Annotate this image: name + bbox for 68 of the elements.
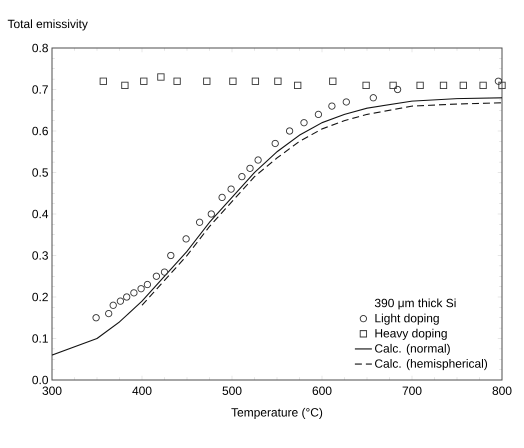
y-tick-label: 0.8 (32, 44, 48, 52)
point (246, 164, 254, 172)
y-tick-label: 0.1 (32, 334, 48, 343)
point (196, 218, 204, 226)
point (252, 78, 260, 85)
point (173, 78, 181, 85)
x-axis-title: Temperature (°C) (231, 408, 322, 419)
point (494, 78, 502, 85)
point (167, 252, 174, 260)
point (160, 268, 168, 276)
point (328, 102, 336, 110)
point (182, 235, 190, 243)
legend-label: Calc. (normal) (375, 344, 450, 356)
legend-label: Light doping (375, 314, 439, 325)
point (498, 82, 506, 89)
point (254, 156, 262, 164)
point (227, 185, 235, 193)
point (105, 310, 112, 318)
y-tick-label: 0.6 (32, 126, 48, 136)
point (394, 86, 402, 94)
point (300, 119, 308, 126)
point (130, 289, 138, 296)
point (389, 82, 397, 89)
point (286, 127, 294, 135)
point (274, 78, 282, 85)
point (440, 82, 448, 89)
point (110, 302, 117, 309)
y-tick-label: 0.4 (32, 210, 48, 218)
y-tick-label: 0.3 (32, 251, 48, 260)
point (416, 82, 424, 89)
point (229, 78, 237, 85)
point (218, 194, 226, 202)
legend-title: 390 μm thick Si (374, 298, 456, 310)
y-tick-label: 0.2 (32, 292, 48, 302)
y-axis-title: Total emissivity (8, 19, 88, 30)
point (208, 210, 215, 218)
point (314, 110, 322, 118)
x-tick-label: 500 (222, 386, 242, 395)
point (116, 298, 124, 305)
point (362, 82, 370, 89)
x-tick-label: 600 (312, 386, 332, 395)
x-tick-label: 300 (42, 386, 62, 395)
point (157, 73, 165, 81)
y-tick-label: 0.0 (32, 376, 48, 384)
point (294, 82, 302, 89)
point (203, 78, 210, 85)
y-tick-label: 0.5 (32, 168, 48, 177)
point (272, 140, 279, 148)
point (479, 82, 487, 89)
point (152, 272, 160, 280)
point (137, 285, 145, 292)
point (144, 280, 152, 288)
legend-label: Calc. (hemispherical) (375, 359, 488, 370)
point (140, 78, 148, 85)
point (370, 94, 377, 102)
point (100, 78, 107, 85)
y-tick-label: 0.7 (32, 85, 48, 94)
point (329, 78, 336, 85)
point (342, 98, 350, 106)
x-tick-label: 400 (132, 386, 152, 395)
point (92, 314, 100, 322)
point (460, 82, 467, 89)
x-tick-label: 700 (402, 386, 422, 395)
x-tick-label: 800 (492, 386, 512, 395)
point (121, 82, 129, 89)
legend-label: Heavy doping (375, 328, 447, 340)
point (238, 173, 246, 180)
point (123, 293, 130, 301)
